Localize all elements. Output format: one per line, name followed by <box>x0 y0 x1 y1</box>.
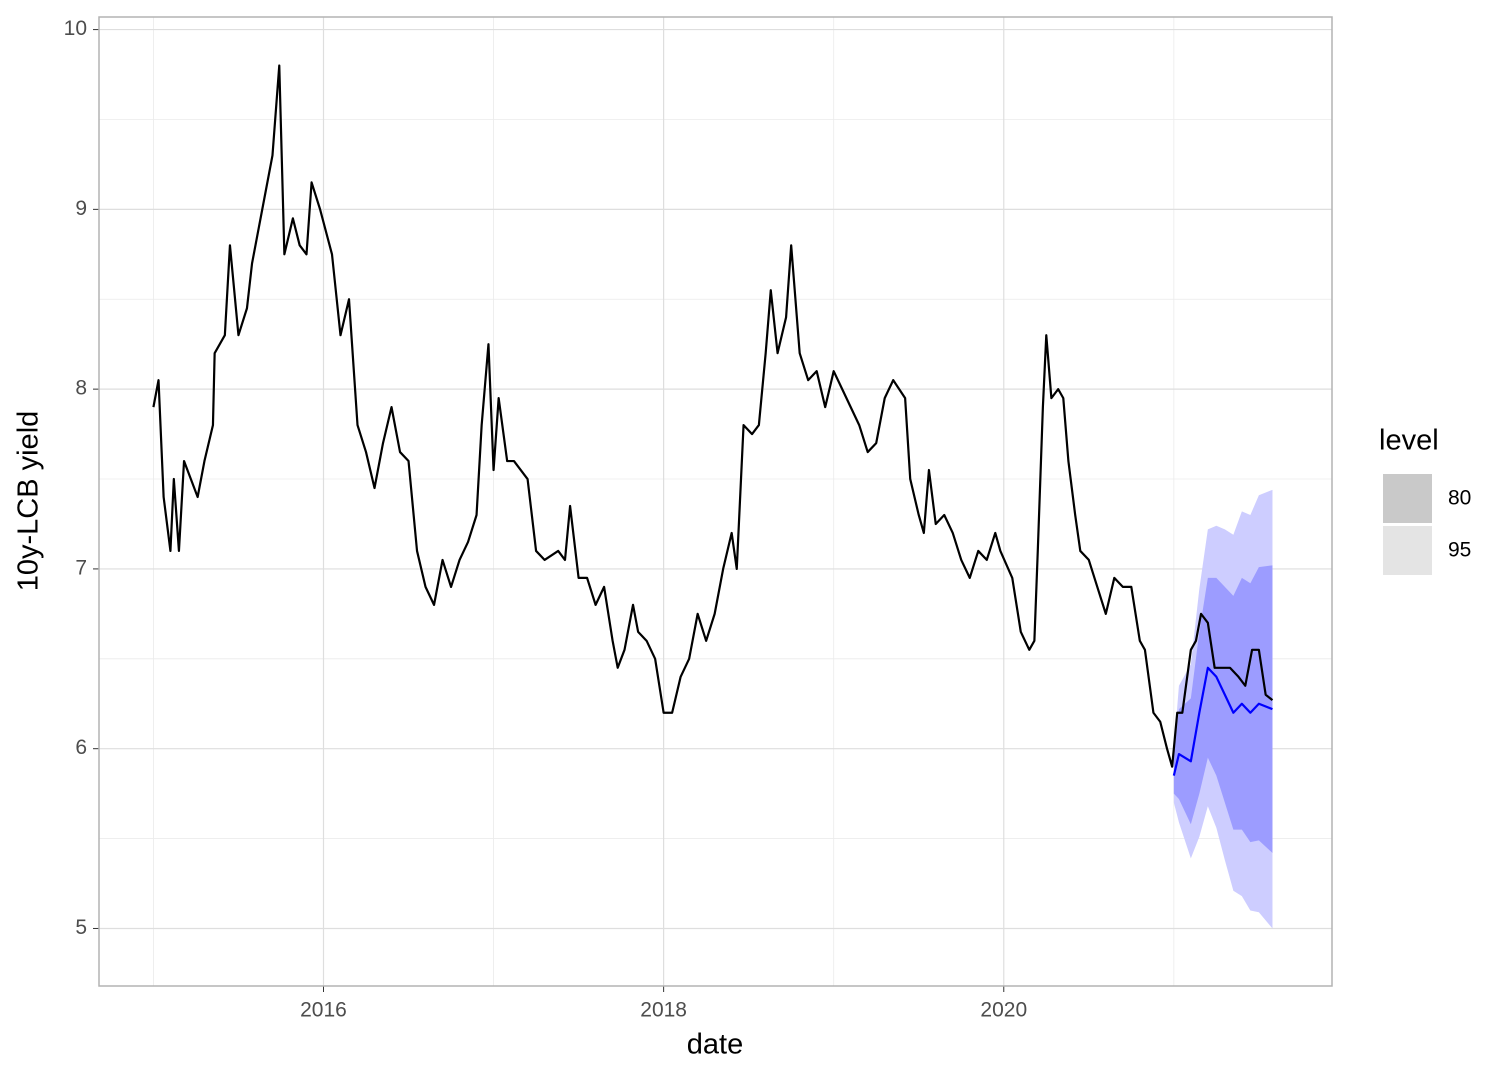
legend-title: level <box>1379 425 1439 457</box>
panel-border <box>98 16 1333 987</box>
y-tick-label: 8 <box>75 377 87 400</box>
legend-swatch <box>1383 526 1432 575</box>
forecast-band <box>1173 565 1273 853</box>
y-tick-label: 10 <box>64 17 87 40</box>
x-tick-label: 2016 <box>300 999 347 1022</box>
x-tick-label: 2020 <box>980 999 1027 1022</box>
y-tick-label: 6 <box>75 736 87 759</box>
legend-label: 80 <box>1448 487 1471 510</box>
y-axis-title: 10y-LCB yield <box>13 411 45 592</box>
legend-label: 95 <box>1448 539 1471 562</box>
series-line <box>152 64 1274 768</box>
x-tick-label: 2018 <box>640 999 687 1022</box>
series-line <box>1172 666 1273 776</box>
y-tick-label: 9 <box>75 197 87 220</box>
x-axis-title: date <box>687 1029 743 1061</box>
y-tick-label: 7 <box>75 556 87 579</box>
panel <box>99 17 1332 986</box>
legend-swatch <box>1383 474 1432 523</box>
y-tick-label: 5 <box>75 916 87 939</box>
